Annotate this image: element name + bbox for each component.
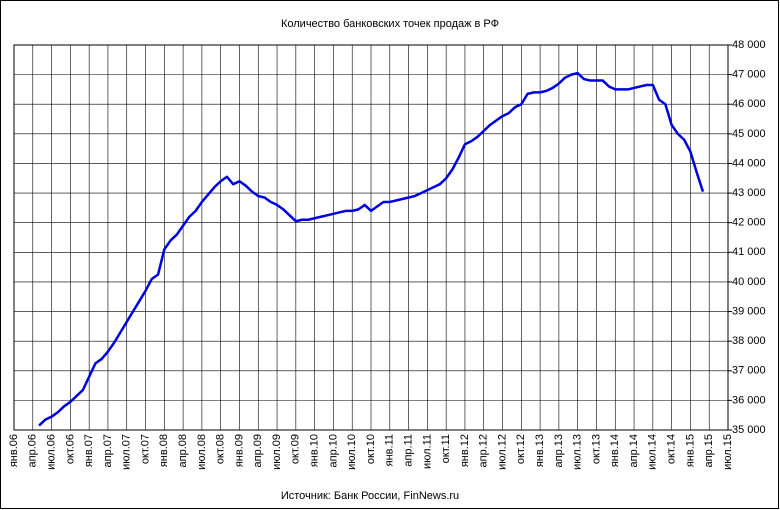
x-tick-label: апр.07: [102, 434, 114, 467]
x-tick-label: апр.15: [703, 434, 715, 467]
x-tick-label: янв.08: [158, 434, 170, 467]
y-tick-label: 38 000: [732, 335, 766, 347]
x-tick-label: июл.08: [196, 434, 208, 470]
y-tick-label: 44 000: [732, 157, 766, 169]
source-note: Источник: Банк России, FinNews.ru: [281, 490, 459, 502]
x-tick-label: окт.14: [666, 434, 678, 464]
y-tick-label: 35 000: [732, 424, 766, 436]
plot-border: [13, 44, 729, 431]
x-tick-label: янв.11: [384, 434, 396, 466]
x-tick-label: июл.10: [346, 434, 358, 470]
x-tick-label: апр.08: [177, 434, 189, 467]
x-tick-label: окт.06: [64, 434, 76, 464]
x-tick-label: янв.15: [684, 434, 696, 467]
x-tick-label: янв.12: [459, 434, 471, 467]
x-tick-label: июл.14: [647, 434, 659, 470]
y-tick-label: 48 000: [732, 39, 766, 51]
y-tick-label: 46 000: [732, 98, 766, 110]
x-tick-label: окт.12: [515, 434, 527, 464]
x-tick-label: янв.14: [609, 434, 621, 467]
x-tick-label: апр.14: [628, 434, 640, 467]
x-tick-label: апр.06: [27, 434, 39, 467]
y-tick-label: 40 000: [732, 276, 766, 288]
y-tick-label: 42 000: [732, 217, 766, 229]
x-tick-label: апр.12: [478, 434, 490, 467]
y-tick-label: 41 000: [732, 246, 766, 258]
x-tick-label: окт.09: [290, 434, 302, 464]
x-tick-label: окт.11: [440, 434, 452, 463]
y-tick-label: 45 000: [732, 128, 766, 140]
x-tick-label: июл.11: [421, 434, 433, 469]
y-tick-label: 36 000: [732, 394, 766, 406]
x-tick-label: апр.13: [553, 434, 565, 467]
x-tick-label: апр.10: [327, 434, 339, 467]
x-tick-label: июл.13: [572, 434, 584, 470]
x-tick-label: июл.15: [722, 434, 734, 470]
x-tick-label: июл.09: [271, 434, 283, 470]
y-tick-label: 39 000: [732, 305, 766, 317]
data-line: [38, 71, 705, 427]
x-tick-label: апр.11: [402, 434, 414, 467]
x-tick-label: янв.10: [309, 434, 321, 467]
x-tick-label: окт.10: [365, 434, 377, 464]
x-tick-label: июл.06: [45, 434, 57, 470]
x-tick-label: июл.07: [121, 434, 133, 470]
x-tick-label: янв.07: [83, 434, 95, 467]
x-tick-label: окт.08: [215, 434, 227, 464]
x-tick-label: янв.09: [233, 434, 245, 467]
x-tick-label: янв.06: [8, 434, 20, 467]
y-tick-label: 43 000: [732, 187, 766, 199]
y-tick-label: 37 000: [732, 365, 766, 377]
x-tick-label: янв.13: [534, 434, 546, 467]
chart-title: Количество банковских точек продаж в РФ: [281, 18, 499, 30]
x-tick-label: июл.12: [496, 434, 508, 470]
x-tick-label: окт.13: [590, 434, 602, 464]
x-tick-label: окт.07: [139, 434, 151, 464]
x-tick-label: апр.09: [252, 434, 264, 467]
y-tick-label: 47 000: [732, 69, 766, 81]
